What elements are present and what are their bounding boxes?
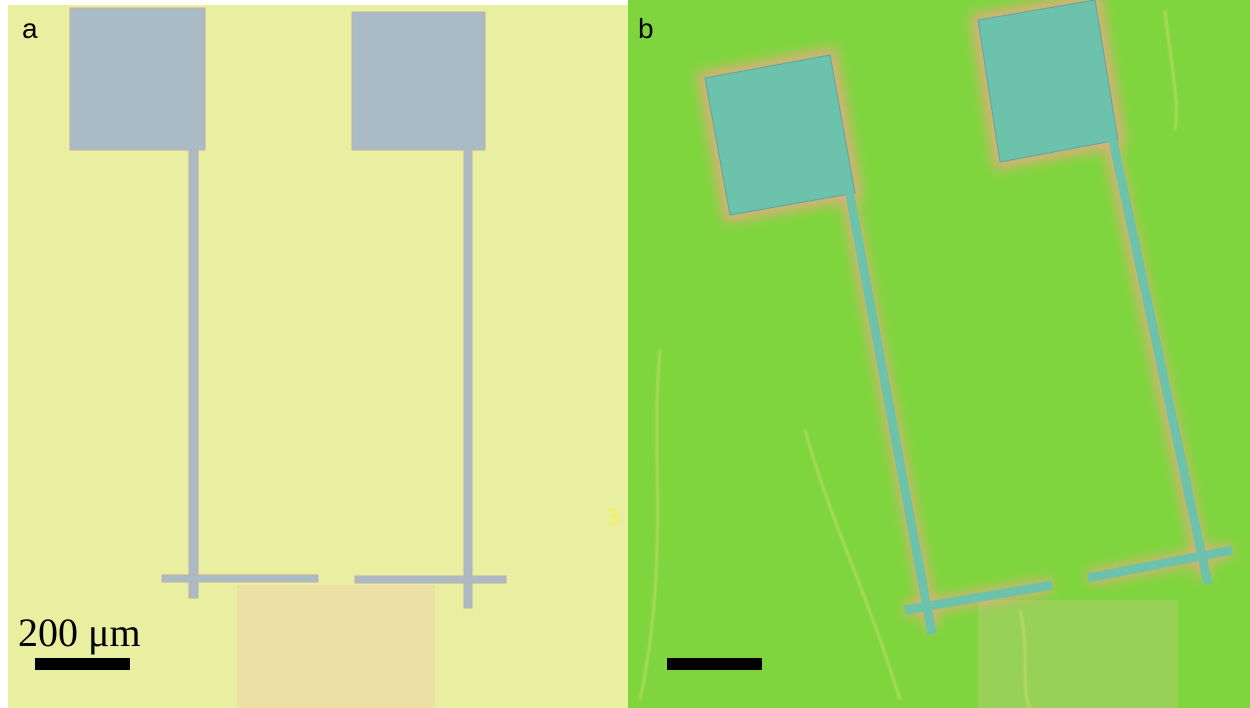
- electrode-pad: [705, 55, 855, 215]
- page: a 200 μm 3 b (() => { c: [0, 0, 1250, 708]
- panel-b: b: [628, 0, 1250, 708]
- scale-bar: [667, 658, 762, 670]
- stray-text: 3: [606, 504, 619, 531]
- substrate-region: [237, 585, 435, 708]
- scale-bar: [35, 658, 130, 670]
- panel-label: a: [22, 13, 38, 44]
- electrode-bar: [355, 576, 506, 583]
- electrode-bar: [162, 575, 318, 582]
- panel-label: b: [638, 13, 654, 44]
- scale-bar-label: 200 μm: [18, 610, 141, 655]
- electrode-pad: [978, 0, 1118, 162]
- figure: a 200 μm 3 b: [0, 0, 1250, 708]
- panel-a: a 200 μm 3: [8, 5, 628, 708]
- substrate-region: [978, 600, 1178, 708]
